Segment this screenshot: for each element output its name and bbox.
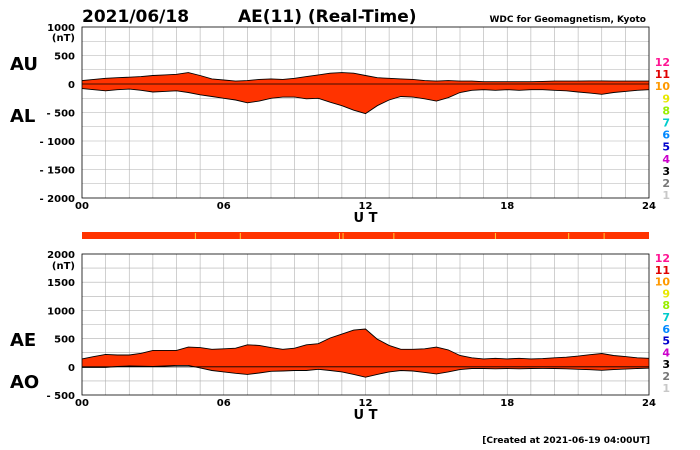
y-tick-label: 500 xyxy=(54,335,75,346)
header-date: 2021/06/18 xyxy=(82,7,189,27)
series-label-au: AU xyxy=(10,54,38,75)
y-tick-label: - 500 xyxy=(46,391,75,402)
legend-entry: 6 xyxy=(662,129,670,142)
separator-strip xyxy=(82,232,649,239)
legend-entry: 11 xyxy=(655,68,670,81)
y-tick-label: 0 xyxy=(68,363,75,374)
plot-frame xyxy=(81,26,650,199)
y-tick-label: - 2000 xyxy=(40,194,76,205)
legend-entry: 10 xyxy=(655,276,671,289)
legend-entry: 7 xyxy=(662,311,670,324)
legend-entry: 12 xyxy=(655,252,670,265)
x-tick-label: 18 xyxy=(500,201,514,212)
y-tick-label: - 500 xyxy=(46,109,75,120)
legend-entry: 10 xyxy=(655,80,671,93)
legend-entry: 9 xyxy=(662,287,670,300)
legend-entry: 7 xyxy=(662,117,670,130)
legend-entry: 8 xyxy=(662,104,670,117)
legend-entry: 4 xyxy=(662,346,670,359)
band-fill-ae-ao xyxy=(82,329,649,378)
y-tick-label: 1000 xyxy=(47,23,75,34)
y-tick-label: 1500 xyxy=(47,278,75,289)
y-tick-label: 1000 xyxy=(47,306,75,317)
y-tick-label: - 1500 xyxy=(40,166,76,177)
plot-frame xyxy=(81,253,650,396)
y-tick-label: 2000 xyxy=(47,250,75,261)
legend-entry: 2 xyxy=(662,177,670,190)
legend-entry: 9 xyxy=(662,92,670,105)
y-unit-label: (nT) xyxy=(52,33,75,44)
series-line-ae xyxy=(81,328,650,360)
x-axis-label: U T xyxy=(354,211,378,226)
footer-created: [Created at 2021-06-19 04:00UT] xyxy=(482,436,650,446)
x-tick-label: 18 xyxy=(500,398,514,409)
x-tick-label: 00 xyxy=(75,398,89,409)
series-label-ao: AO xyxy=(10,372,39,393)
legend-entry: 3 xyxy=(662,358,670,371)
legend-entry: 8 xyxy=(662,299,670,312)
header-title: AE(11) (Real-Time) xyxy=(238,7,417,27)
x-tick-label: 24 xyxy=(642,398,656,409)
series-label-ae: AE xyxy=(10,330,36,351)
legend-entry: 5 xyxy=(662,141,670,154)
y-tick-label: - 1000 xyxy=(40,137,76,148)
legend-entry: 3 xyxy=(662,165,670,178)
series-line-ao xyxy=(82,364,650,378)
y-tick-label: 0 xyxy=(68,80,75,91)
legend-entry: 1 xyxy=(662,382,670,395)
legend-entry: 2 xyxy=(662,370,670,383)
legend-entry: 12 xyxy=(655,56,670,69)
legend-entry: 6 xyxy=(662,323,670,336)
x-tick-label: 00 xyxy=(75,201,89,212)
legend-entry: 11 xyxy=(655,264,670,277)
legend-entry: 4 xyxy=(662,153,670,166)
series-line-al xyxy=(81,88,650,115)
x-tick-label: 12 xyxy=(359,201,373,212)
x-tick-label: 12 xyxy=(359,398,373,409)
legend-entry: 1 xyxy=(662,189,670,202)
series-line-au xyxy=(81,72,649,83)
header-source: WDC for Geomagnetism, Kyoto xyxy=(490,15,647,25)
x-axis-label: U T xyxy=(354,408,378,423)
y-unit-label: (nT) xyxy=(52,261,75,272)
x-tick-label: 06 xyxy=(217,398,231,409)
band-fill-au-al xyxy=(82,72,649,114)
x-tick-label: 24 xyxy=(642,201,656,212)
x-tick-label: 06 xyxy=(217,201,231,212)
series-label-al: AL xyxy=(10,106,35,127)
legend-entry: 5 xyxy=(662,335,670,348)
y-tick-label: 500 xyxy=(54,52,75,63)
